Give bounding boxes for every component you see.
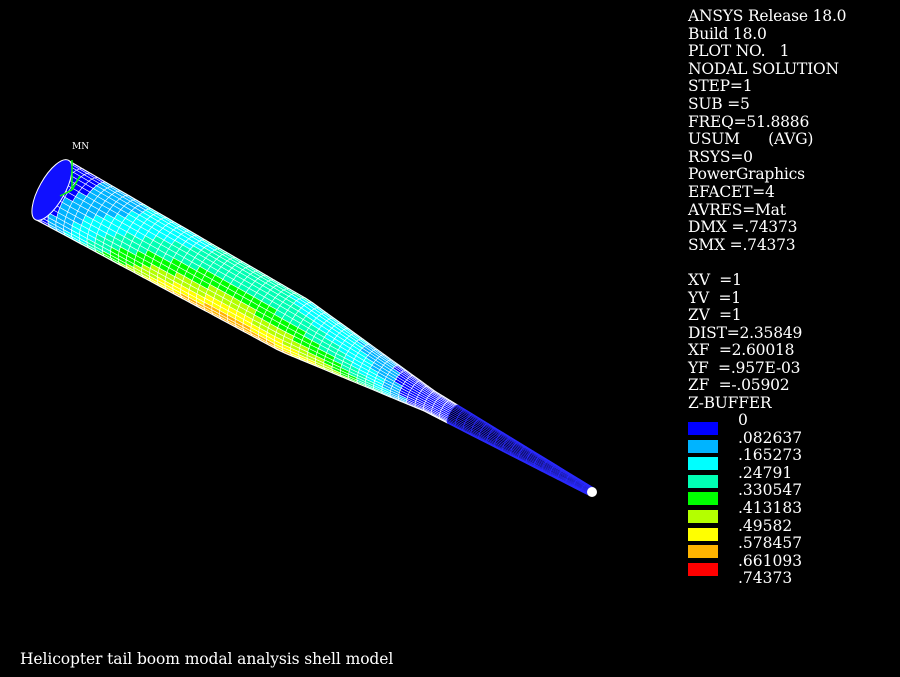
mesh-element (457, 417, 466, 423)
legend-row: .74373 (688, 570, 888, 588)
info-line: AVRES=Mat (688, 202, 893, 220)
mesh-element (466, 419, 475, 425)
info-line: FREQ=51.8886 (688, 114, 893, 132)
legend-row: .24791 (688, 465, 888, 483)
mesh-element (451, 410, 460, 416)
view-info-line: ZF =-.05902 (688, 377, 893, 395)
mesh-element (466, 420, 475, 426)
legend-row: .413183 (688, 500, 888, 518)
legend-row: .165273 (688, 447, 888, 465)
legend-row: .330547 (688, 482, 888, 500)
tip-end-cap (587, 487, 597, 497)
info-line: ANSYS Release 18.0 (688, 8, 893, 26)
info-line: DMX =.74373 (688, 219, 893, 237)
legend-label: .49582 (738, 518, 792, 536)
legend-row: .49582 (688, 518, 888, 536)
mesh-element (489, 433, 498, 439)
legend-label: .578457 (738, 535, 802, 553)
mesh-element (449, 413, 458, 419)
view-info-line: XV =1 (688, 272, 893, 290)
view-info-line: ZV =1 (688, 307, 893, 325)
info-line: PLOT NO. 1 (688, 43, 893, 61)
view-info-line: Z-BUFFER (688, 395, 893, 413)
legend-label: .661093 (738, 553, 802, 571)
legend-label: 0 (738, 412, 748, 430)
legend-label: .74373 (738, 570, 792, 588)
info-line: PowerGraphics (688, 166, 893, 184)
mesh-element (472, 427, 481, 433)
view-info-line: DIST=2.35849 (688, 325, 893, 343)
legend-row: .082637 (688, 430, 888, 448)
info-line: Build 18.0 (688, 26, 893, 44)
info-line: RSYS=0 (688, 149, 893, 167)
mesh-element (458, 415, 467, 421)
info-line: SMX =.74373 (688, 237, 893, 255)
legend-label: .24791 (738, 465, 792, 483)
mesh-element (448, 416, 456, 422)
info-line: NODAL SOLUTION (688, 61, 893, 79)
mesh-element (488, 434, 497, 440)
mesh-element (456, 420, 464, 426)
mesh-element (473, 424, 482, 430)
legend-label: .330547 (738, 482, 802, 500)
info-line: USUM (AVG) (688, 131, 893, 149)
legend-label: .082637 (738, 430, 802, 448)
info-line: STEP=1 (688, 78, 893, 96)
mesh-element (465, 421, 474, 427)
plot-caption: Helicopter tail boom modal analysis shel… (20, 650, 393, 668)
mesh-element (496, 439, 504, 445)
info-line: EFACET=4 (688, 184, 893, 202)
legend-row: .661093 (688, 553, 888, 571)
legend-label: .413183 (738, 500, 802, 518)
mesh-element (450, 411, 459, 417)
mesh-element (473, 426, 482, 432)
view-info-line: YV =1 (688, 290, 893, 308)
legend-row: .578457 (688, 535, 888, 553)
shell-mesh (24, 154, 597, 497)
info-line: SUB =5 (688, 96, 893, 114)
mesh-element (480, 431, 489, 437)
legend-row: 0 (688, 412, 888, 430)
legend-label: .165273 (738, 447, 802, 465)
mesh-element (448, 414, 457, 420)
view-info-line: XF =2.60018 (688, 342, 893, 360)
solution-info-panel: ANSYS Release 18.0 Build 18.0 PLOT NO. 1 NO… (688, 8, 893, 413)
contour-legend: 0.082637.165273.24791.330547.413183.4958… (688, 412, 888, 588)
mesh-element (464, 423, 473, 429)
mesh-element (459, 414, 468, 420)
min-marker-label: MN (72, 142, 89, 152)
mesh-element (452, 408, 461, 414)
info-spacer (688, 254, 893, 272)
mesh-element (456, 419, 465, 425)
mesh-element (481, 429, 490, 435)
mesh-element (481, 430, 490, 436)
view-info-line: YF =.957E-03 (688, 360, 893, 378)
